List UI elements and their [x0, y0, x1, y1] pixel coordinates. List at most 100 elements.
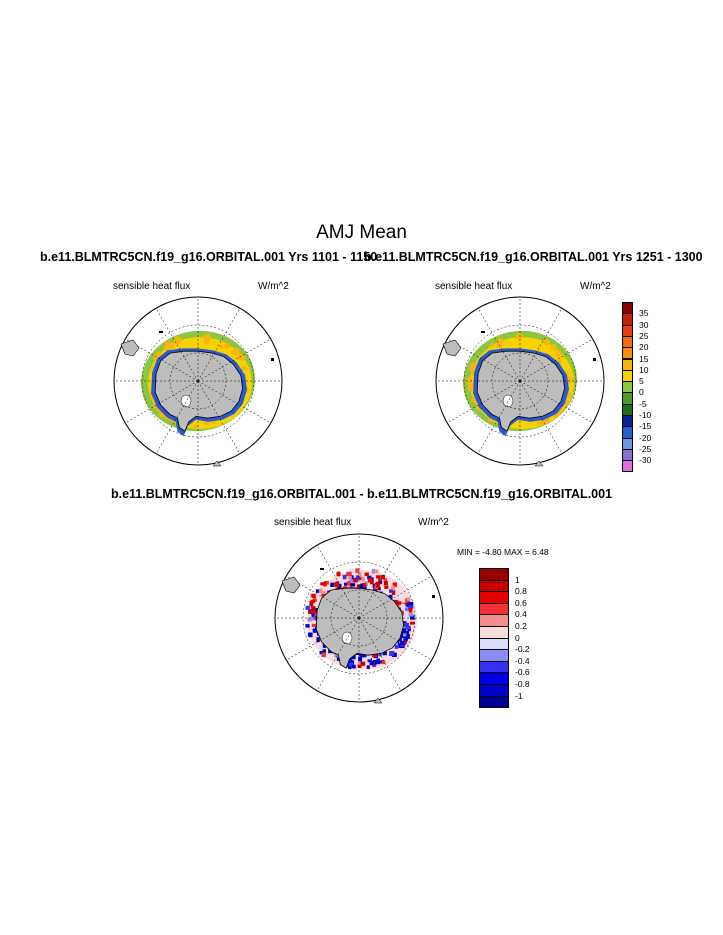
mean-colorbar: 35 30 25 20 15 10 5 0 -5 -10 -15 -20 -25 -30: [622, 302, 662, 473]
diff-cell: [305, 624, 310, 628]
diff-cell: [344, 582, 348, 586]
diff-cell: [358, 576, 362, 581]
colorbar-tick-label: -15: [639, 421, 652, 432]
colorbar-tick-label: 1: [515, 574, 520, 585]
diff-cell: [358, 656, 363, 662]
diff-cell: [334, 581, 340, 587]
colorbar-tick-label: 5: [639, 376, 644, 387]
diff-cell: [355, 568, 360, 573]
diff-cell: [311, 612, 315, 617]
diff-cell: [350, 583, 356, 587]
diff-cell: [406, 634, 410, 639]
diff-cell: [308, 610, 313, 615]
diff-cell: [360, 583, 364, 589]
south-america-landmass: [442, 339, 462, 357]
diff-cell: [312, 628, 317, 633]
colorbar-tick-label: 0.4: [515, 609, 527, 620]
diff-cell: [393, 599, 398, 604]
diff-cell: [349, 568, 354, 574]
meridian-line: [316, 545, 360, 619]
panel-1-units-label: W/m^2: [258, 281, 289, 292]
diff-cell: [322, 642, 326, 648]
island: [432, 595, 435, 598]
diff-cell: [310, 606, 316, 610]
panel-2-units-label: W/m^2: [580, 281, 611, 292]
latitude-circle: [302, 561, 416, 675]
diff-cell: [408, 601, 414, 607]
flux-patch: [465, 377, 473, 385]
diff-cell: [403, 622, 408, 627]
antarctica-landmass: [476, 350, 566, 432]
diff-cell: [383, 581, 388, 585]
diff-cell: [403, 640, 407, 645]
figure-title: AMJ Mean: [316, 222, 407, 243]
latitude-circle: [169, 352, 227, 410]
diff-cell: [405, 610, 409, 616]
diff-cell: [408, 613, 414, 617]
diff-cell: [398, 601, 404, 606]
diff-cell: [350, 655, 356, 660]
diff-cell: [404, 636, 408, 641]
diff-cell: [352, 664, 356, 669]
island: [159, 331, 163, 333]
diff-cell: [394, 645, 399, 649]
diff-cell: [347, 576, 352, 580]
diff-cell: [395, 596, 400, 601]
diff-cell: [402, 631, 407, 637]
diff-cell: [366, 665, 370, 669]
diff-cell: [356, 584, 361, 590]
diff-cell: [346, 572, 350, 577]
meridian-line: [519, 380, 593, 424]
diff-cell: [321, 652, 326, 658]
colorbar-tick-label: -0.2: [515, 644, 530, 655]
diff-cell: [371, 653, 377, 657]
diff-cell: [321, 593, 326, 597]
colorbar-box: [622, 460, 633, 473]
diff-cell: [408, 607, 413, 613]
colorbar-tick-label: -30: [639, 455, 652, 466]
diff-cell: [375, 581, 381, 586]
flux-patch: [237, 353, 246, 361]
colorbar-tick-label: -1: [515, 690, 523, 701]
map-border: [435, 296, 605, 466]
antarctica-landmass: [315, 587, 405, 669]
diff-cell: [350, 575, 354, 581]
map-border: [274, 533, 444, 703]
meridian-line: [358, 545, 402, 619]
diff-cell: [405, 625, 411, 630]
diff-cell: [384, 585, 389, 589]
colorbar-tick-label: -10: [639, 410, 652, 420]
diff-cell: [388, 594, 393, 599]
diff-cell: [409, 621, 415, 625]
flux-patch: [224, 342, 231, 349]
panel-2-case-title: b.e11.BLMTRC5CN.f19_g16.ORBITAL.001 Yrs …: [364, 250, 703, 264]
latitude-circle: [330, 589, 388, 647]
island: [481, 331, 485, 333]
ice-shelf: [341, 631, 353, 645]
island: [271, 358, 274, 361]
south-america-landmass: [281, 576, 301, 594]
ice-shelf: [502, 394, 514, 408]
diff-cell: [378, 576, 382, 582]
diff-cell: [362, 653, 367, 658]
diff-cell: [318, 588, 323, 593]
colorbar-tick-label: 20: [639, 342, 649, 353]
flux-patch: [489, 342, 495, 348]
colorbar-tick-label: 0.8: [515, 586, 527, 597]
flux-patch: [537, 420, 542, 426]
diff-cell: [316, 637, 320, 643]
panel-2-polar-map: [435, 296, 605, 467]
diff-cell: [364, 572, 369, 577]
flux-patch: [555, 350, 562, 357]
diff-cell: [359, 652, 364, 658]
ice-shelf: [180, 394, 192, 408]
diff-cell: [383, 578, 388, 584]
meridian-line: [519, 338, 593, 382]
colorbar-tick-label: 0.6: [515, 597, 527, 608]
colorbar-tick-label: -0.4: [515, 655, 530, 666]
diff-cell: [357, 664, 362, 668]
diff-cell: [361, 583, 367, 588]
colorbar-tick-label: 0: [639, 387, 644, 398]
colorbar-box: [479, 695, 509, 709]
diff-cell: [307, 617, 312, 622]
